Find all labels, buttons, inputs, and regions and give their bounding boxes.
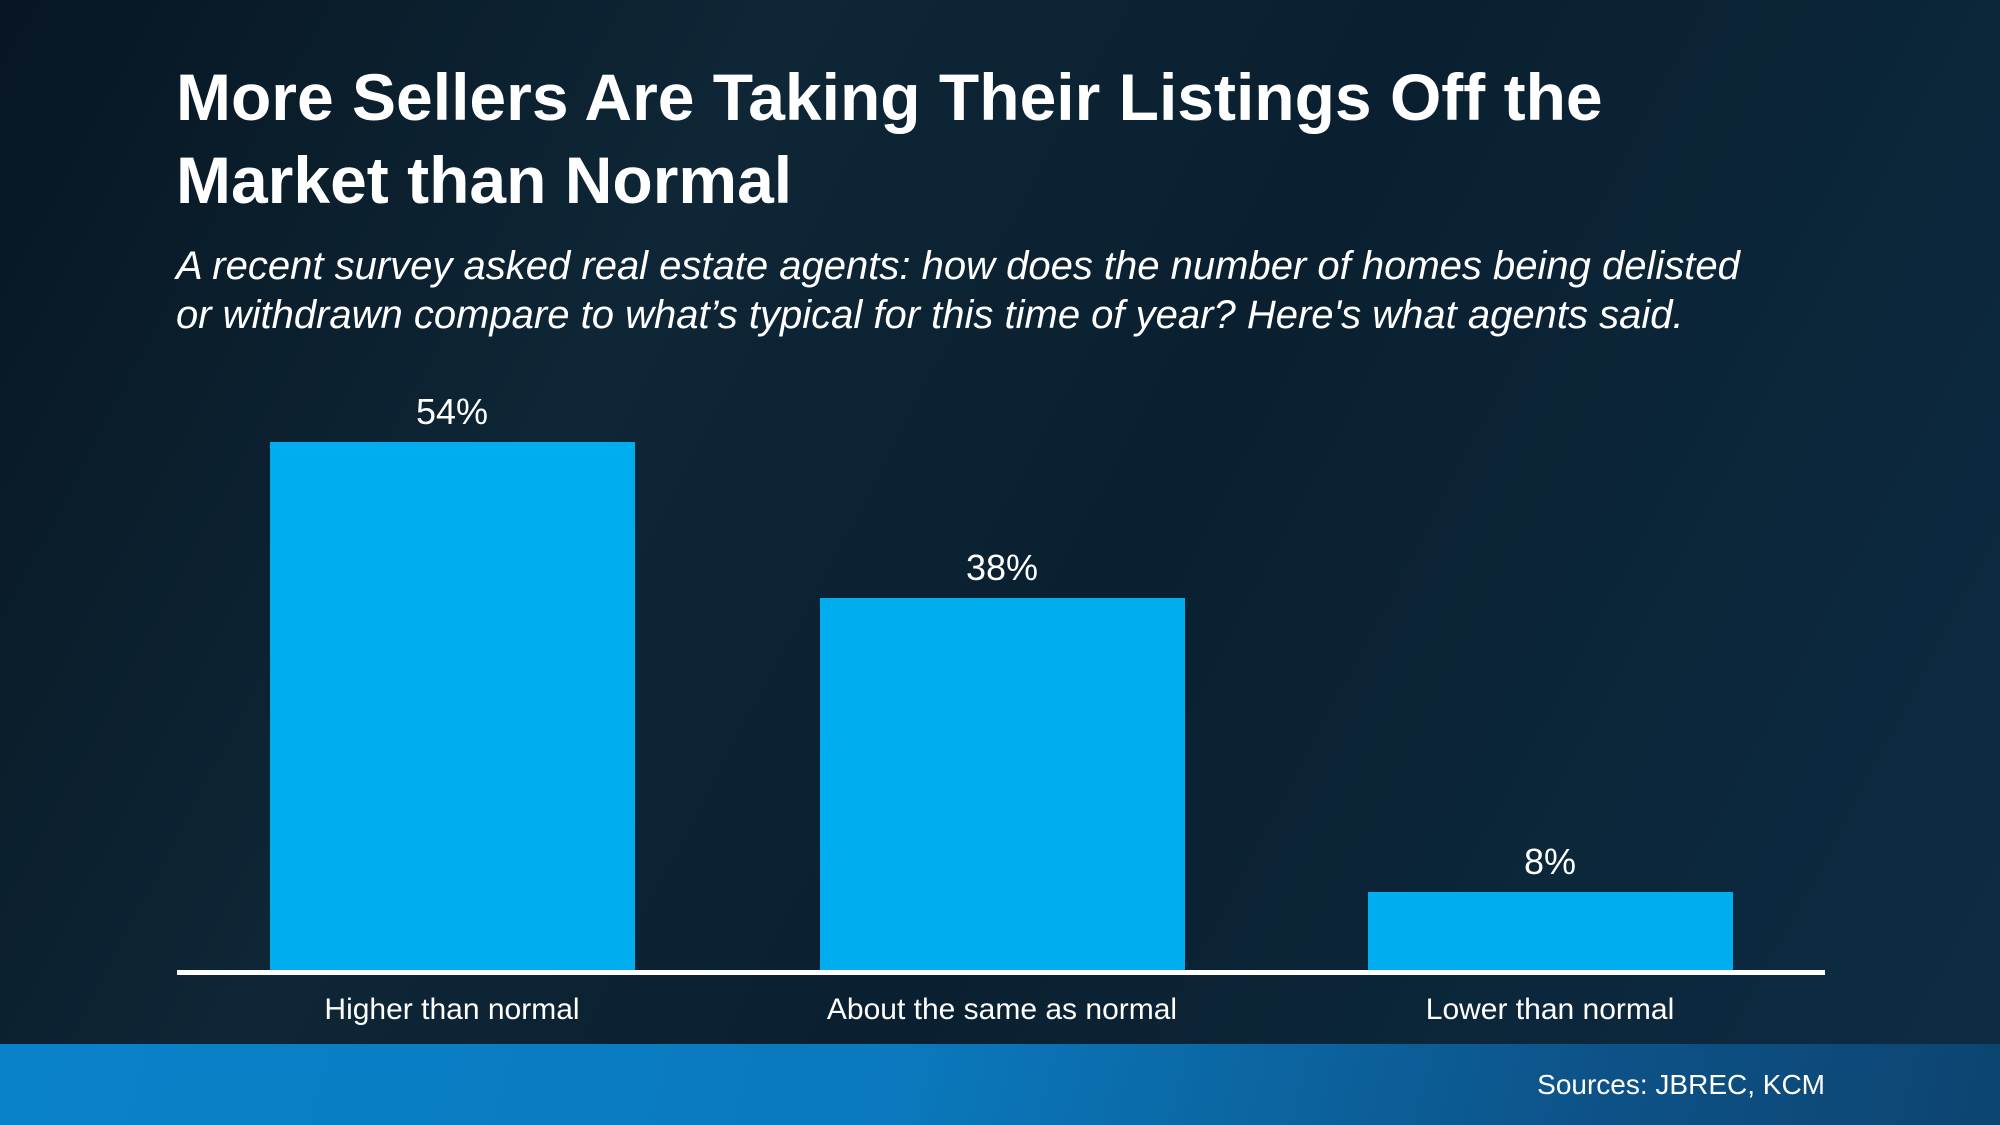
chart-title: More Sellers Are Taking Their Listings O… — [176, 56, 1603, 222]
bar-value-label: 8% — [1523, 841, 1577, 882]
bar-category-label: About the same as normal — [826, 993, 1178, 1026]
chart-title-line-1: More Sellers Are Taking Their Listings O… — [176, 60, 1603, 134]
source-citation: Sources: JBREC, KCM — [1537, 1068, 1825, 1100]
bar-value-label: 38% — [965, 547, 1039, 588]
chart-subtitle-line-2: or withdrawn compare to what’s typical f… — [176, 293, 1684, 337]
bar-value-label: 54% — [415, 391, 489, 432]
bar-3 — [1367, 892, 1733, 970]
x-axis-line — [177, 970, 1825, 975]
bar-category-label: Lower than normal — [1425, 993, 1675, 1026]
bar-category-label: Higher than normal — [324, 993, 580, 1026]
footer-bar: Sources: JBREC, KCM — [0, 1044, 2000, 1125]
chart-subtitle-line-1: A recent survey asked real estate agents… — [176, 244, 1740, 288]
chart-title-line-2: Market than Normal — [176, 143, 793, 217]
chart-subtitle: A recent survey asked real estate agents… — [176, 242, 1740, 340]
bar-1 — [269, 442, 635, 970]
bar-2 — [819, 598, 1185, 970]
